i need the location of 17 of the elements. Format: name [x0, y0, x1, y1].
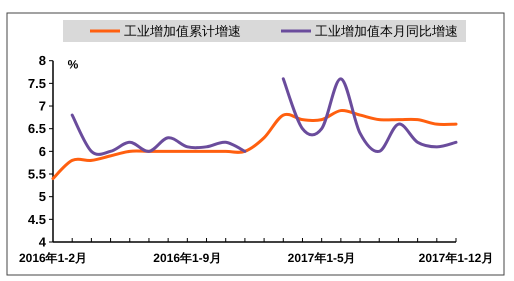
legend-label: 工业增加值本月同比增速: [315, 24, 458, 38]
y-tick-label: 6.5: [28, 121, 46, 136]
y-tick-label: 7: [38, 98, 46, 114]
y-tick-label: 4.5: [28, 212, 46, 227]
y-tick-label: 5: [38, 189, 46, 204]
x-tick-label: 2017年1-12月: [418, 251, 494, 265]
y-tick-label: 7.5: [28, 76, 46, 91]
y-tick-label: 6: [38, 144, 46, 159]
x-tick-label: 2016年1-2月: [18, 251, 88, 265]
y-tick-label: 4: [38, 234, 47, 250]
y-tick-label: 5.5: [28, 166, 46, 182]
y-axis-title: %: [68, 58, 79, 72]
legend-label: 工业增加值累计增速: [124, 24, 241, 38]
y-tick-label: 8: [38, 53, 46, 68]
x-tick-label: 2017年1-5月: [288, 251, 356, 265]
x-tick-label: 2016年1-9月: [153, 251, 222, 265]
line-series: [52, 109, 458, 180]
